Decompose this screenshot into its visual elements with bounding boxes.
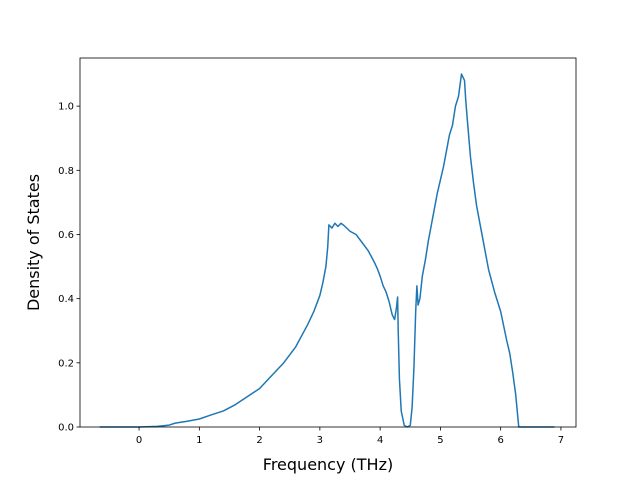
plot-layer <box>99 73 555 428</box>
x-axis-label: Frequency (THz) <box>263 455 393 474</box>
x-tick-label: 6 <box>497 435 503 446</box>
y-tick-label: 0.4 <box>58 294 74 305</box>
x-tick-label: 5 <box>437 435 443 446</box>
series-line-0 <box>99 73 555 428</box>
plot-frame <box>79 57 577 428</box>
y-tick-label: 0.2 <box>58 358 74 369</box>
y-tick-label: 0.6 <box>58 230 74 241</box>
y-tick-label: 1.0 <box>58 102 74 113</box>
x-tick-label: 3 <box>317 435 323 446</box>
x-tick-label: 1 <box>196 435 202 446</box>
x-tick-label: 2 <box>256 435 262 446</box>
x-tick-label: 4 <box>377 435 383 446</box>
x-tick-label: 0 <box>136 435 142 446</box>
tick-layer: 0 1 2 3 4 5 6 7 0.0 0.2 0.4 0.6 0.8 1.0 <box>58 102 564 446</box>
y-tick-label: 0.8 <box>58 166 74 177</box>
x-tick-label: 7 <box>558 435 564 446</box>
y-tick-label: 0.0 <box>58 423 74 434</box>
y-axis-label: Density of States <box>24 174 43 311</box>
